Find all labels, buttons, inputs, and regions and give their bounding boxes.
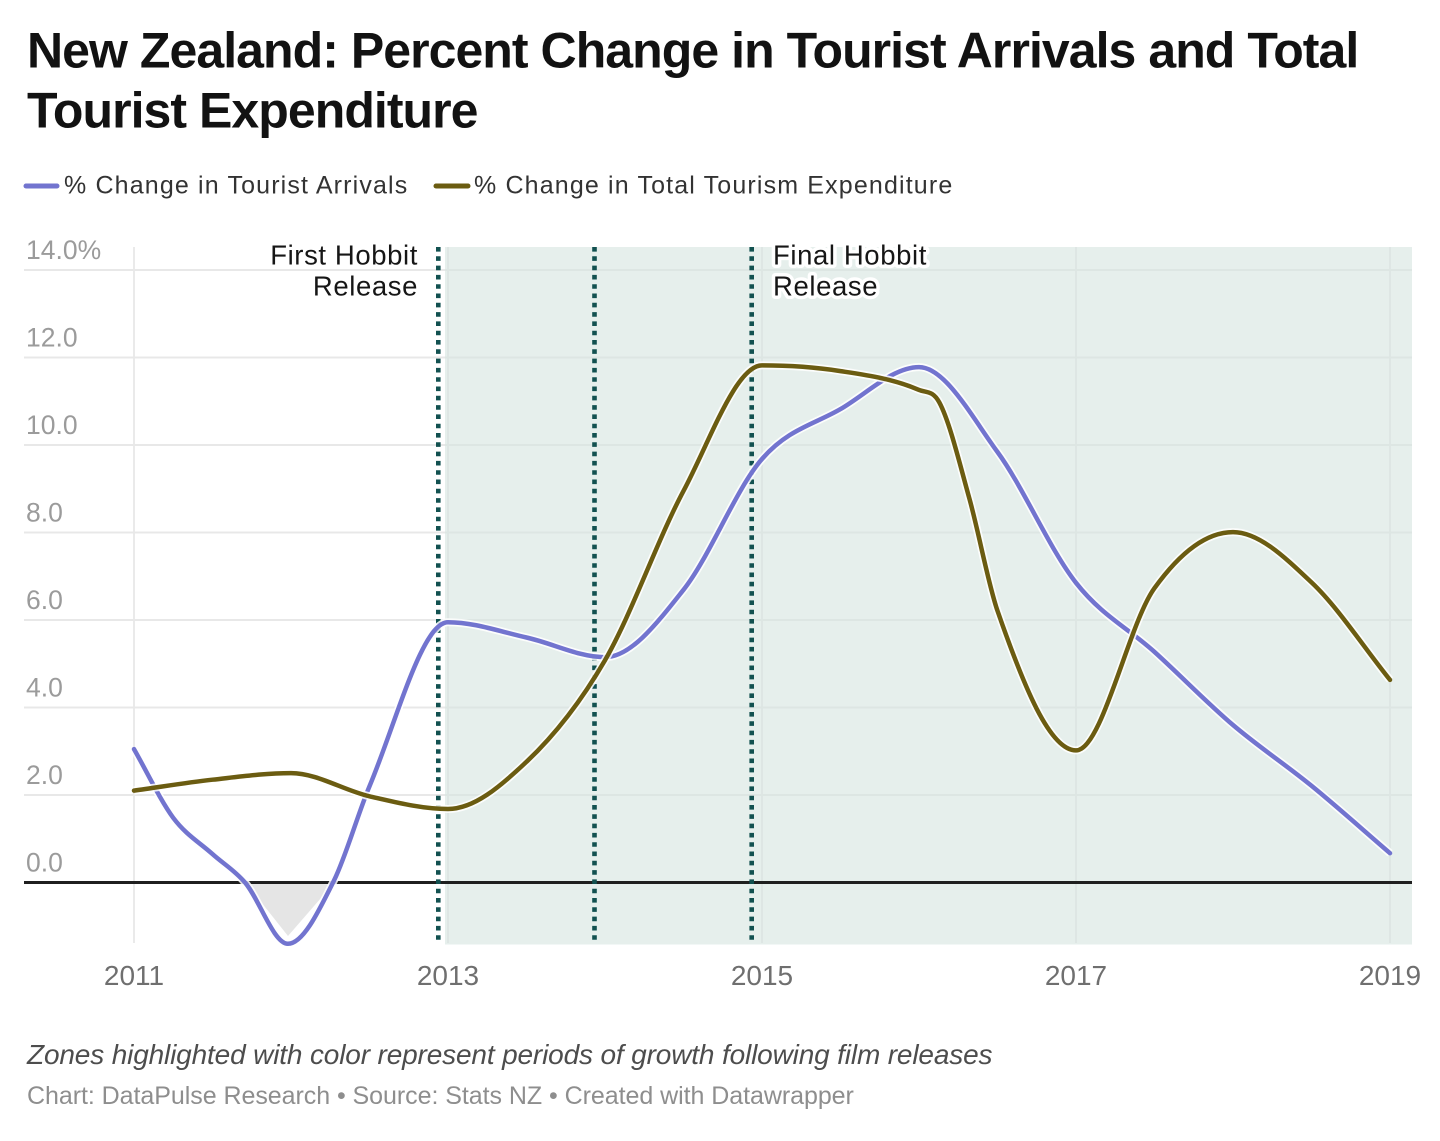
svg-text:2.0: 2.0 <box>26 760 63 790</box>
svg-text:6.0: 6.0 <box>26 585 63 615</box>
svg-text:Chart: DataPulse Research • So: Chart: DataPulse Research • Source: Stat… <box>27 1082 854 1110</box>
svg-text:Release: Release <box>313 271 418 302</box>
svg-text:Final Hobbit: Final Hobbit <box>773 240 927 271</box>
svg-text:2011: 2011 <box>104 960 164 991</box>
svg-text:12.0: 12.0 <box>26 323 78 353</box>
svg-text:Zones highlighted with color r: Zones highlighted with color represent p… <box>26 1039 993 1070</box>
svg-text:First Hobbit: First Hobbit <box>270 240 418 271</box>
svg-text:10.0: 10.0 <box>26 410 78 440</box>
svg-text:New Zealand: Percent Change in: New Zealand: Percent Change in Tourist A… <box>27 23 1358 79</box>
svg-text:2013: 2013 <box>417 960 479 991</box>
svg-text:% Change in Tourist Arrivals: % Change in Tourist Arrivals <box>64 172 408 200</box>
svg-text:2019: 2019 <box>1359 960 1421 991</box>
svg-text:2017: 2017 <box>1045 960 1107 991</box>
svg-text:0.0: 0.0 <box>26 848 63 878</box>
svg-text:% Change in Total Tourism Expe: % Change in Total Tourism Expenditure <box>474 172 953 200</box>
svg-text:Release: Release <box>773 271 878 302</box>
svg-text:8.0: 8.0 <box>26 498 63 528</box>
svg-text:Tourist Expenditure: Tourist Expenditure <box>27 83 478 139</box>
svg-text:2015: 2015 <box>731 960 793 991</box>
svg-text:14.0%: 14.0% <box>26 235 101 265</box>
svg-text:4.0: 4.0 <box>26 673 63 703</box>
